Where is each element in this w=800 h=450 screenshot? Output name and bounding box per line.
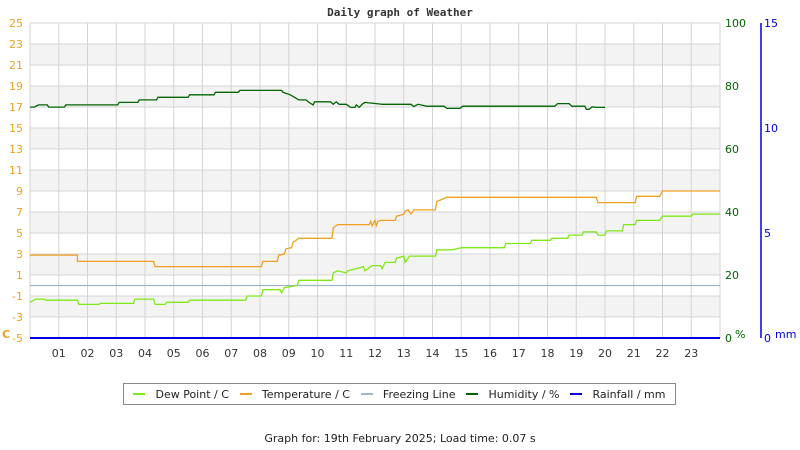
hour-tick-label: 15	[454, 347, 468, 360]
hour-tick-label: 07	[224, 347, 238, 360]
weather-chart: 252321191715131197531-1-3-5C100806040200…	[2, 17, 796, 360]
hour-tick-label: 06	[196, 347, 210, 360]
temp-tick-label: 13	[9, 143, 23, 156]
temp-tick-label: 7	[16, 206, 23, 219]
legend-swatch	[239, 393, 252, 395]
legend-item: Rainfall / mm	[570, 388, 665, 401]
legend-swatch	[570, 393, 583, 395]
legend-label: Temperature / C	[261, 387, 350, 401]
hour-tick-label: 03	[109, 347, 123, 360]
data-series	[29, 89, 720, 339]
temp-tick-label: 25	[9, 17, 23, 30]
hour-tick-label: 11	[339, 347, 353, 360]
legend-item: Humidity / %	[466, 388, 559, 401]
hour-tick-label: 16	[483, 347, 497, 360]
temp-tick-label: 9	[16, 185, 23, 198]
hour-tick-label: 05	[167, 347, 181, 360]
temp-axis-unit: C	[2, 328, 10, 341]
legend-swatch	[360, 393, 373, 395]
legend-swatch	[133, 393, 146, 395]
humidity-tick-label: 100	[725, 17, 746, 30]
legend-label: Rainfall / mm	[592, 387, 666, 401]
temp-tick-label: 19	[9, 80, 23, 93]
hour-tick-label: 10	[311, 347, 325, 360]
temp-tick-label: 5	[16, 227, 23, 240]
hour-tick-label: 02	[81, 347, 95, 360]
humidity-tick-label: 60	[725, 143, 739, 156]
legend-item: Temperature / C	[239, 387, 350, 401]
hour-tick-label: 19	[569, 347, 583, 360]
temp-tick-label: 17	[9, 101, 23, 114]
temp-tick-label: 1	[16, 269, 23, 282]
humidity-line	[30, 89, 605, 110]
temp-tick-label: -1	[12, 290, 23, 303]
rain-axis-unit: mm	[775, 328, 796, 341]
hour-tick-label: 22	[656, 347, 670, 360]
hour-tick-label: 17	[512, 347, 526, 360]
temperature-c-line	[30, 190, 720, 268]
hour-tick-label: 01	[52, 347, 66, 360]
hour-tick-label: 09	[282, 347, 296, 360]
hour-tick-label: 13	[397, 347, 411, 360]
hour-tick-label: 18	[541, 347, 555, 360]
temp-tick-label: -5	[12, 332, 23, 345]
hour-tick-label: 04	[138, 347, 152, 360]
temp-tick-label: 3	[16, 248, 23, 261]
humidity-axis-unit: %	[735, 328, 745, 341]
legend: Dew Point / C Temperature / C Freezing Lin…	[123, 383, 676, 405]
temp-tick-label: -3	[12, 311, 23, 324]
humidity-tick-label: 80	[725, 80, 739, 93]
legend-swatch	[466, 393, 479, 395]
hour-tick-label: 20	[598, 347, 612, 360]
temp-tick-label: 21	[9, 59, 23, 72]
legend-label: Freezing Line	[382, 387, 456, 401]
chart-title: Daily graph of Weather	[327, 6, 473, 19]
hour-tick-label: 14	[426, 347, 440, 360]
temp-tick-label: 11	[9, 164, 23, 177]
humidity-tick-label: 40	[725, 206, 739, 219]
humidity-tick-label: 20	[725, 269, 739, 282]
legend-label: Dew Point / C	[155, 387, 229, 401]
legend-item: Dew Point / C	[133, 387, 229, 401]
temp-tick-label: 23	[9, 38, 23, 51]
hour-tick-label: 23	[684, 347, 698, 360]
rain-tick-label: 0	[764, 332, 771, 345]
hour-tick-label: 21	[627, 347, 641, 360]
humidity-tick-label: 0	[725, 332, 732, 345]
rain-tick-label: 10	[764, 122, 778, 135]
tick-labels: 252321191715131197531-1-3-5C100806040200…	[2, 17, 796, 360]
legend-label: Humidity / %	[488, 387, 560, 401]
gridlines	[29, 22, 721, 339]
legend-item: Freezing Line	[360, 387, 456, 401]
rain-tick-label: 5	[764, 227, 771, 240]
dew-point-c-line	[29, 213, 720, 306]
footer-status: Graph for: 19th February 2025; Load time…	[264, 432, 536, 445]
hour-tick-label: 12	[368, 347, 382, 360]
rain-tick-label: 15	[764, 17, 778, 30]
hour-tick-label: 08	[253, 347, 267, 360]
temp-tick-label: 15	[9, 122, 23, 135]
